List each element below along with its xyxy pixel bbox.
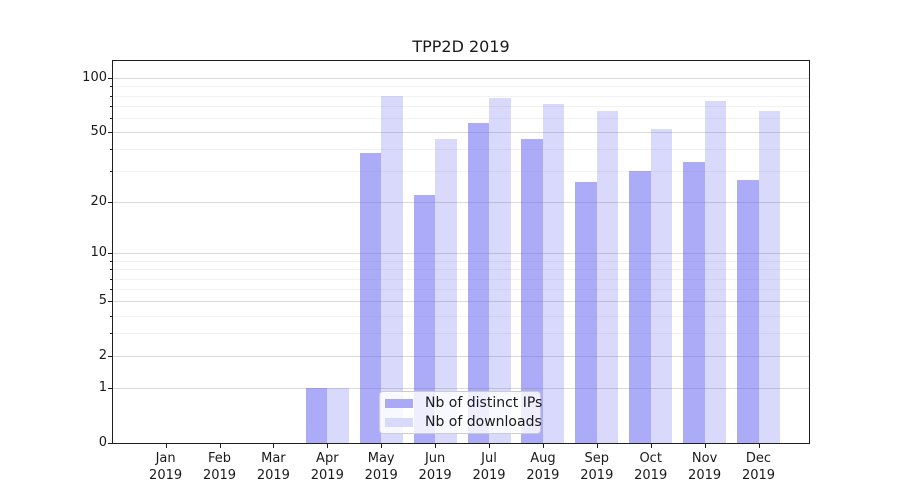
minor-gridline	[113, 289, 809, 291]
x-tick	[219, 444, 221, 448]
y-minor-tick	[110, 86, 113, 88]
y-tick	[108, 132, 113, 134]
minor-gridline	[113, 95, 809, 97]
y-tick-label: 1	[98, 380, 107, 396]
major-gridline	[113, 78, 809, 79]
bar-downloads-sep	[596, 110, 619, 443]
y-tick	[108, 202, 113, 204]
x-tick-label: Mar 2019	[256, 451, 290, 483]
bar-distinct-ips-jul	[467, 123, 489, 443]
bar-downloads-apr	[327, 388, 349, 443]
x-tick-label: Aug 2019	[526, 451, 560, 483]
y-minor-tick	[110, 171, 113, 173]
bar-downloads-dec	[758, 110, 780, 443]
bar-distinct-ips-sep	[575, 182, 597, 443]
y-minor-tick	[110, 149, 113, 151]
x-tick-label: May 2019	[364, 451, 398, 483]
bar-distinct-ips-may	[359, 153, 382, 443]
y-tick-label: 5	[98, 293, 107, 309]
legend-item-distinct-ips: Nb of distinct IPs	[385, 395, 542, 411]
y-tick-label: 100	[82, 70, 107, 85]
bar-downloads-may	[381, 95, 403, 443]
minor-gridline	[113, 315, 809, 317]
bar-downloads-nov	[704, 100, 727, 443]
x-tick-label: Jun 2019	[418, 451, 452, 483]
bar-distinct-ips-nov	[683, 161, 705, 443]
minor-gridline	[113, 117, 809, 119]
major-gridline	[113, 132, 809, 134]
bar-distinct-ips-jun	[413, 195, 436, 443]
minor-gridline	[113, 171, 809, 173]
x-tick-label: Feb 2019	[202, 451, 237, 483]
x-tick-label: Apr 2019	[310, 451, 344, 483]
legend-label-distinct-ips: Nb of distinct IPs	[425, 395, 543, 411]
x-tick	[704, 444, 706, 448]
minor-gridline	[113, 278, 809, 280]
legend-swatch-downloads	[385, 417, 413, 427]
y-tick-label: 50	[90, 124, 107, 140]
minor-gridline	[113, 269, 809, 271]
x-tick-label: Jan 2019	[149, 451, 183, 483]
bar-downloads-aug	[542, 103, 565, 443]
bar-distinct-ips-apr	[305, 388, 328, 443]
legend-label-downloads: Nb of downloads	[425, 414, 542, 430]
y-minor-tick	[110, 95, 113, 97]
major-gridline	[113, 253, 809, 255]
major-gridline	[113, 301, 809, 303]
y-tick-label: 2	[98, 348, 107, 364]
x-tick	[542, 444, 544, 448]
major-gridline	[113, 202, 809, 204]
x-tick	[758, 444, 760, 448]
y-tick	[108, 78, 113, 79]
x-tick	[327, 444, 329, 448]
minor-gridline	[113, 105, 809, 107]
y-tick-label: 10	[90, 245, 107, 261]
legend-swatch-distinct-ips	[385, 398, 413, 408]
chart-title: TPP2D 2019	[412, 37, 510, 56]
bar-distinct-ips-oct	[629, 171, 651, 443]
x-tick	[273, 444, 275, 448]
x-tick-label: Sep 2019	[580, 451, 614, 483]
y-tick-label: 20	[90, 194, 107, 210]
y-minor-tick	[110, 278, 113, 280]
bar-downloads-jun	[435, 138, 457, 443]
x-tick-label: Dec 2019	[741, 451, 776, 483]
bar-distinct-ips-dec	[737, 179, 759, 443]
minor-gridline	[113, 86, 809, 88]
major-gridline	[113, 356, 809, 358]
major-gridline	[113, 388, 809, 390]
y-tick-label: 0	[98, 435, 107, 450]
x-tick	[650, 444, 652, 448]
minor-gridline	[113, 149, 809, 151]
x-tick-label: Jul 2019	[472, 451, 506, 483]
y-minor-tick	[110, 333, 113, 335]
minor-gridline	[113, 333, 809, 335]
y-minor-tick	[110, 117, 113, 119]
plot-area	[112, 60, 810, 444]
y-tick	[108, 301, 113, 303]
x-tick-label: Nov 2019	[688, 451, 722, 483]
x-tick-label: Oct 2019	[634, 451, 668, 483]
bar-downloads-jul	[489, 98, 511, 443]
y-minor-tick	[110, 105, 113, 107]
y-tick	[108, 443, 113, 444]
y-tick	[108, 388, 113, 390]
bar-distinct-ips-aug	[521, 138, 543, 443]
legend-item-downloads: Nb of downloads	[385, 414, 542, 430]
minor-gridline	[113, 260, 809, 262]
y-minor-tick	[110, 269, 113, 271]
x-tick	[165, 444, 167, 448]
x-tick	[381, 444, 383, 448]
bar-downloads-oct	[650, 129, 673, 443]
x-tick	[435, 444, 437, 448]
x-tick	[596, 444, 598, 448]
legend: Nb of distinct IPs Nb of downloads	[379, 391, 542, 434]
y-tick	[108, 253, 113, 255]
y-minor-tick	[110, 260, 113, 262]
y-tick	[108, 356, 113, 358]
y-minor-tick	[110, 315, 113, 317]
y-minor-tick	[110, 289, 113, 291]
x-tick	[489, 444, 490, 448]
